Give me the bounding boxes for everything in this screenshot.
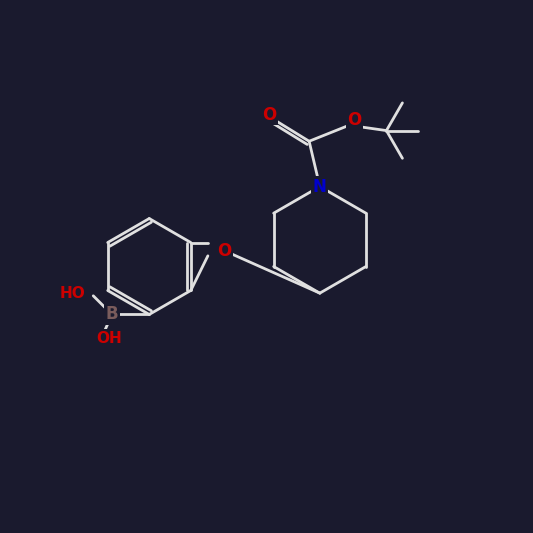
- Text: N: N: [313, 177, 327, 196]
- Text: O: O: [262, 106, 276, 124]
- Text: OH: OH: [96, 331, 122, 346]
- Text: O: O: [348, 111, 361, 129]
- Text: HO: HO: [60, 286, 85, 301]
- Text: O: O: [217, 241, 231, 260]
- Text: B: B: [106, 305, 118, 324]
